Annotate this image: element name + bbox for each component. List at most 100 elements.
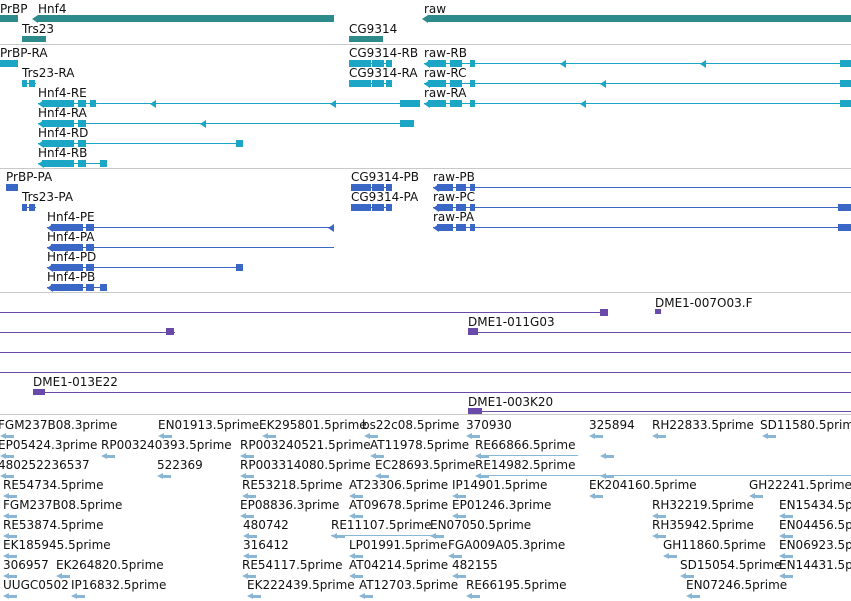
- est-feature[interactable]: [458, 515, 466, 518]
- transcript-feature-exon[interactable]: [428, 60, 446, 67]
- est-feature[interactable]: [595, 435, 603, 438]
- est-feature[interactable]: [692, 595, 700, 598]
- protein-feature-exon[interactable]: [437, 224, 453, 231]
- transcript-feature-strand-arrow[interactable]: [424, 60, 430, 68]
- est-feature[interactable]: [466, 593, 472, 599]
- protein-feature-exon[interactable]: [51, 224, 83, 231]
- transcript-feature-intron[interactable]: [424, 103, 851, 104]
- protein-feature-exon[interactable]: [456, 224, 466, 231]
- est-feature[interactable]: [762, 433, 768, 439]
- est-feature[interactable]: [785, 515, 793, 518]
- est-feature[interactable]: [71, 593, 77, 599]
- est-feature[interactable]: [785, 535, 793, 538]
- est-feature[interactable]: [355, 515, 363, 518]
- transcript-feature-exon[interactable]: [470, 60, 475, 67]
- est-feature[interactable]: [248, 495, 256, 498]
- gene-feature-raw[interactable]: [428, 15, 851, 22]
- est-feature[interactable]: [381, 475, 389, 478]
- protein-feature-exon[interactable]: [86, 284, 94, 291]
- est-feature[interactable]: [652, 433, 658, 439]
- protein-feature-exon[interactable]: [351, 184, 371, 191]
- clone-feature[interactable]: [468, 332, 851, 333]
- transcript-feature-strand-arrow[interactable]: [560, 60, 566, 68]
- est-feature[interactable]: [9, 575, 17, 578]
- est-feature[interactable]: [475, 473, 481, 479]
- transcript-feature-intron[interactable]: [424, 63, 851, 64]
- est-feature[interactable]: [595, 495, 603, 498]
- est-feature[interactable]: [768, 435, 776, 438]
- est-feature[interactable]: [77, 595, 85, 598]
- clone-feature[interactable]: [0, 312, 608, 313]
- transcript-feature-intron[interactable]: [38, 123, 414, 124]
- est-feature[interactable]: [3, 553, 9, 559]
- est-feature[interactable]: [370, 453, 376, 459]
- transcript-feature-exon[interactable]: [42, 140, 74, 147]
- est-feature[interactable]: [246, 515, 254, 518]
- protein-feature-exon[interactable]: [838, 204, 851, 211]
- clone-feature-end[interactable]: [600, 309, 608, 316]
- clone-feature-end[interactable]: [468, 328, 478, 335]
- protein-feature-exon[interactable]: [236, 264, 243, 271]
- est-feature[interactable]: [359, 593, 365, 599]
- est-feature[interactable]: [253, 595, 261, 598]
- protein-feature-exon[interactable]: [29, 204, 35, 211]
- clone-feature[interactable]: [468, 411, 851, 412]
- transcript-feature-exon[interactable]: [386, 60, 392, 67]
- est-feature[interactable]: [658, 515, 666, 518]
- est-feature[interactable]: [779, 553, 785, 559]
- protein-feature-exon[interactable]: [456, 184, 466, 191]
- est-feature[interactable]: [6, 435, 14, 438]
- transcript-feature-exon[interactable]: [236, 140, 243, 147]
- est-feature[interactable]: [669, 555, 677, 558]
- est-feature[interactable]: [376, 455, 384, 458]
- est-feature[interactable]: [0, 433, 6, 439]
- protein-feature-intron[interactable]: [47, 267, 243, 268]
- est-feature[interactable]: [163, 475, 171, 478]
- est-feature[interactable]: [600, 473, 606, 479]
- est-feature[interactable]: [600, 453, 606, 459]
- est-feature[interactable]: [466, 433, 472, 439]
- est-feature[interactable]: [749, 493, 755, 499]
- est-feature[interactable]: [249, 555, 257, 558]
- transcript-feature-strand-arrow[interactable]: [38, 120, 44, 128]
- est-feature[interactable]: [243, 533, 249, 539]
- transcript-feature-exon[interactable]: [349, 60, 371, 67]
- est-feature[interactable]: [370, 435, 378, 438]
- protein-feature-exon[interactable]: [86, 264, 94, 271]
- protein-feature-exon[interactable]: [51, 244, 83, 251]
- est-feature[interactable]: [349, 513, 355, 519]
- transcript-feature-exon[interactable]: [400, 120, 414, 127]
- transcript-feature-exon[interactable]: [470, 80, 475, 87]
- transcript-feature-exon[interactable]: [428, 80, 446, 87]
- est-feature[interactable]: [785, 575, 793, 578]
- est-feature[interactable]: [436, 535, 444, 538]
- protein-feature-intron[interactable]: [433, 227, 851, 228]
- est-feature[interactable]: [452, 493, 458, 499]
- protein-feature-intron[interactable]: [47, 227, 334, 228]
- est-feature[interactable]: [246, 475, 254, 478]
- transcript-feature-strand-arrow[interactable]: [150, 100, 156, 108]
- est-feature[interactable]: [247, 593, 253, 599]
- transcript-feature-exon[interactable]: [840, 80, 851, 87]
- clone-feature[interactable]: [33, 392, 851, 393]
- est-feature[interactable]: [3, 573, 9, 579]
- est-feature[interactable]: [652, 533, 658, 539]
- transcript-feature-strand-arrow[interactable]: [600, 80, 606, 88]
- est-feature[interactable]: [242, 493, 248, 499]
- gene-feature-hnf4[interactable]: [38, 15, 334, 22]
- est-feature[interactable]: [6, 455, 14, 458]
- est-feature[interactable]: [452, 573, 458, 579]
- est-feature[interactable]: [606, 455, 614, 458]
- transcript-feature-exon[interactable]: [450, 100, 462, 107]
- transcript-feature-exon[interactable]: [470, 100, 475, 107]
- transcript-feature-exon[interactable]: [372, 80, 384, 87]
- est-feature[interactable]: [458, 575, 466, 578]
- est-feature[interactable]: [779, 513, 785, 519]
- protein-feature-intron[interactable]: [351, 207, 392, 208]
- est-feature[interactable]: [9, 535, 17, 538]
- est-feature[interactable]: [355, 575, 363, 578]
- protein-feature-exon[interactable]: [437, 184, 453, 191]
- est-feature[interactable]: [349, 553, 355, 559]
- est-feature[interactable]: [3, 493, 9, 499]
- est-feature[interactable]: [430, 533, 436, 539]
